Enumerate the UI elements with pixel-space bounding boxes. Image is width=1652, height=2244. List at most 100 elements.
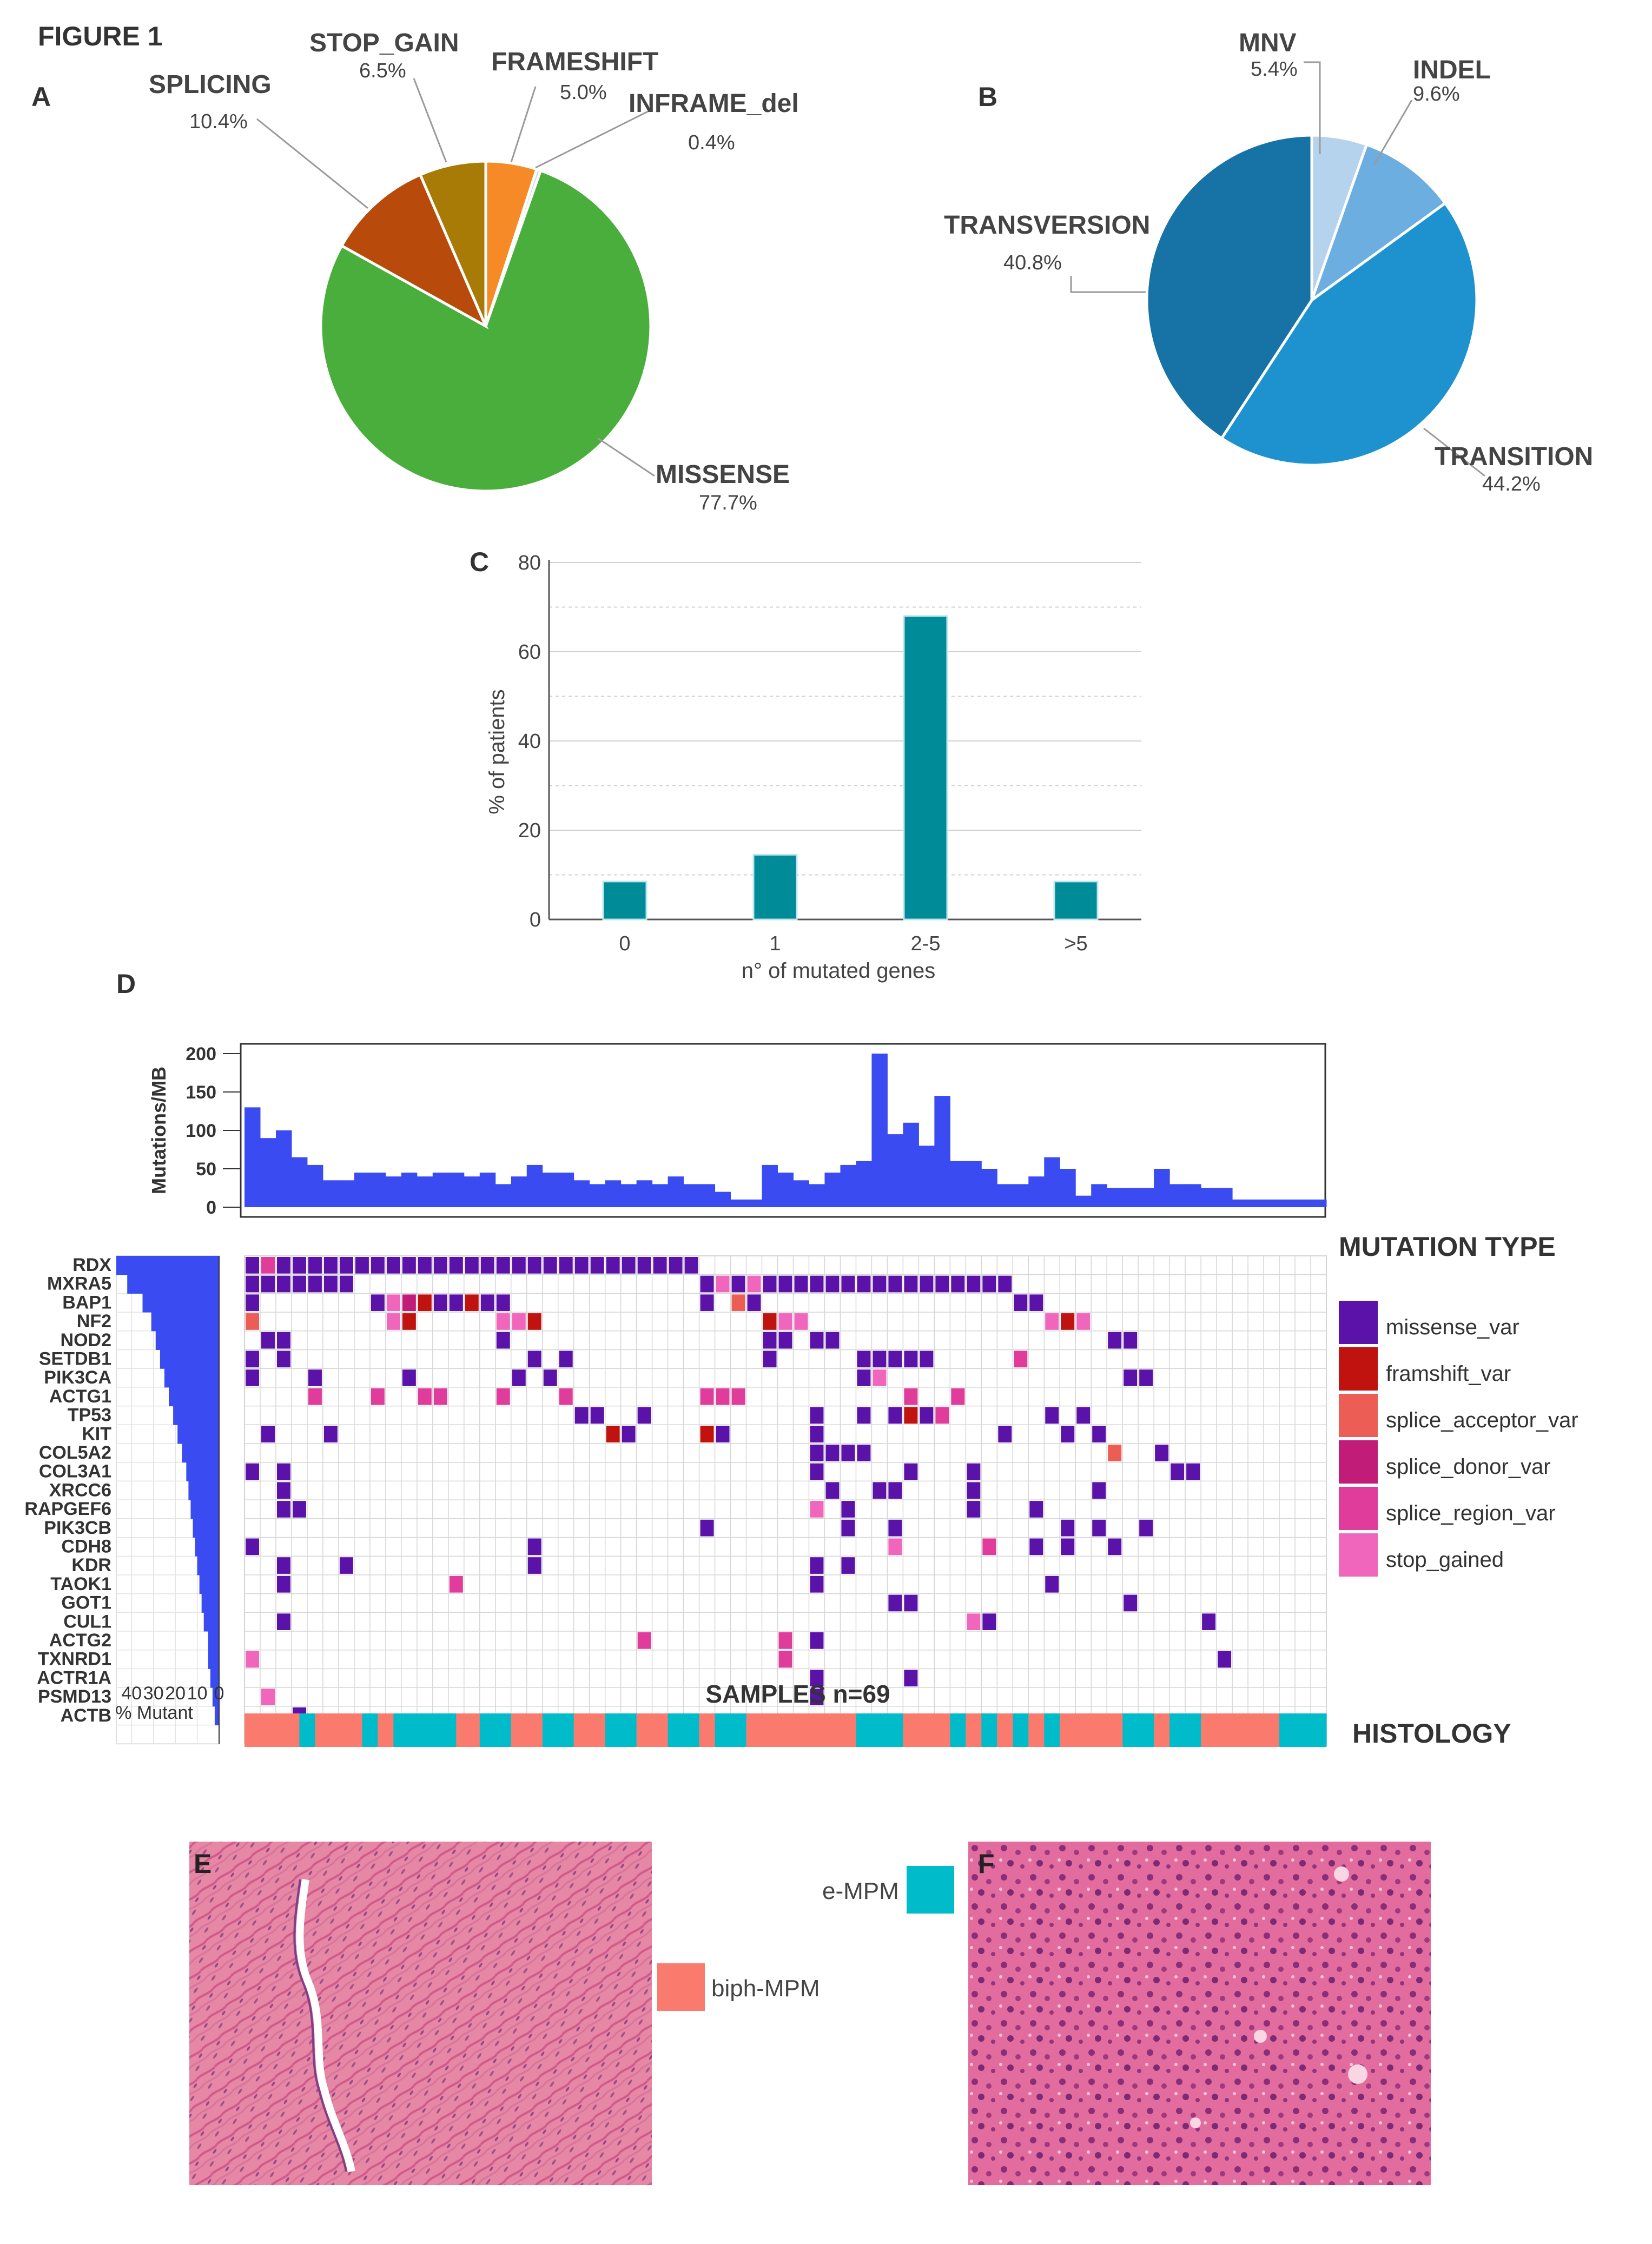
percent-bar bbox=[177, 1425, 219, 1444]
oncoprint-cell bbox=[873, 1482, 887, 1499]
oncoprint-cell bbox=[308, 1388, 322, 1405]
percent-bar bbox=[151, 1312, 219, 1332]
mutation-bar bbox=[558, 1173, 574, 1207]
oncoprint-cell bbox=[308, 1275, 322, 1293]
mutation-bar bbox=[1264, 1199, 1280, 1207]
mutation-bar bbox=[354, 1173, 371, 1207]
label-splicing: SPLICING bbox=[149, 70, 272, 99]
oncoprint-cell bbox=[1124, 1369, 1138, 1386]
oncoprint-cell bbox=[888, 1594, 902, 1612]
oncoprint-cell bbox=[1092, 1426, 1106, 1442]
mutation-bar bbox=[1217, 1188, 1233, 1207]
label-inframe: INFRAME_del bbox=[629, 89, 799, 118]
tissue-image-f: F bbox=[968, 1842, 1431, 2185]
oncoprint-cell bbox=[982, 1275, 996, 1293]
legend-label: splice_donor_var bbox=[1386, 1455, 1551, 1479]
oncoprint-cell bbox=[1045, 1407, 1059, 1424]
leader-inframe bbox=[535, 110, 650, 169]
mutation-bar bbox=[777, 1173, 794, 1207]
mutation-bar bbox=[1279, 1199, 1296, 1207]
oncoprint-cell bbox=[574, 1257, 589, 1274]
oncoprint-cell bbox=[527, 1313, 541, 1330]
oncoprint-cell bbox=[1029, 1501, 1043, 1518]
bar-1 bbox=[752, 853, 798, 921]
x-tick-label: 2-5 bbox=[911, 932, 941, 955]
oncoprint-cell bbox=[763, 1275, 777, 1293]
mutation-bar bbox=[809, 1184, 825, 1207]
oncoprint-cell bbox=[904, 1463, 918, 1480]
mutation-bar bbox=[934, 1096, 950, 1207]
oncoprint-cell bbox=[1061, 1426, 1075, 1442]
oncoprint-cell bbox=[841, 1501, 855, 1518]
percent-tick-label: 40 bbox=[121, 1683, 142, 1704]
oncoprint-cell bbox=[622, 1426, 636, 1442]
panel-letter-e: E bbox=[194, 1849, 212, 1879]
leader-transition bbox=[1423, 427, 1485, 477]
gene-label: NF2 bbox=[77, 1311, 111, 1332]
histology-segment-bio bbox=[315, 1713, 362, 1747]
mutation-bar bbox=[307, 1164, 323, 1207]
oncoprint-cell bbox=[778, 1651, 792, 1668]
mutations-y-ticks: 0 50 100 150 200 bbox=[186, 1044, 241, 1218]
leader-indel bbox=[1373, 100, 1413, 166]
oncoprint-cell bbox=[904, 1594, 918, 1612]
mutation-bar bbox=[903, 1122, 919, 1207]
percent-ticks: 40 30 20 10 0 bbox=[121, 1683, 224, 1704]
pie-slice-stop-gain bbox=[418, 160, 487, 327]
gene-label: PIK3CA bbox=[44, 1367, 111, 1388]
oncoprint-cell bbox=[920, 1407, 934, 1424]
oncoprint-cell bbox=[1045, 1576, 1059, 1593]
pie-chart-a: SPLICING 10.4% STOP_GAIN 6.5% FRAMESHIFT… bbox=[149, 29, 799, 514]
oncoprint-cell bbox=[778, 1275, 792, 1293]
histology-bio-swatch bbox=[657, 1963, 705, 2011]
oncoprint-cell bbox=[496, 1294, 510, 1312]
mutation-bar bbox=[652, 1184, 669, 1207]
oncoprint-cell bbox=[276, 1501, 290, 1518]
oncoprint-cell bbox=[261, 1689, 275, 1705]
gene-label: TAOK1 bbox=[50, 1574, 111, 1594]
oncoprint-cell bbox=[810, 1670, 824, 1687]
mutation-bar bbox=[1154, 1169, 1170, 1207]
histology-segment-bio bbox=[456, 1713, 480, 1747]
percent-bar bbox=[116, 1256, 219, 1275]
oncoprint-cell bbox=[825, 1482, 840, 1499]
mutation-bar bbox=[511, 1176, 527, 1207]
percent-bar bbox=[201, 1593, 219, 1613]
mutation-bar bbox=[1075, 1195, 1092, 1207]
mutation-bar bbox=[464, 1176, 480, 1207]
oncoprint-cell bbox=[449, 1257, 463, 1274]
histology-bio-label: biph-MPM bbox=[711, 1975, 820, 2002]
oncoprint-cell bbox=[810, 1445, 824, 1461]
histology-segment-epi bbox=[981, 1713, 997, 1747]
oncoprint-cell bbox=[810, 1407, 824, 1424]
oncoprint-cell bbox=[371, 1294, 385, 1312]
mutation-bar bbox=[260, 1138, 276, 1207]
oncoprint-cell bbox=[967, 1501, 981, 1518]
oncoprint-cell bbox=[684, 1257, 698, 1274]
mutation-bar bbox=[495, 1184, 512, 1207]
mutation-bar bbox=[385, 1176, 402, 1207]
gene-label: ACTG1 bbox=[49, 1386, 111, 1407]
mutation-bar bbox=[1201, 1188, 1217, 1207]
label-mnv: MNV bbox=[1239, 29, 1297, 57]
oncoprint-cell bbox=[1092, 1482, 1106, 1499]
histology-segment-bio bbox=[245, 1713, 300, 1747]
oncoprint-cell bbox=[292, 1257, 306, 1274]
oncoprint-cell bbox=[1139, 1519, 1153, 1537]
oncoprint-cell bbox=[480, 1257, 494, 1274]
legend-swatch bbox=[1339, 1301, 1378, 1344]
pct-inframe: 0.4% bbox=[688, 131, 735, 154]
oncoprint-cell bbox=[967, 1275, 981, 1293]
mutation-bar bbox=[401, 1173, 418, 1207]
oncoprint-cell bbox=[574, 1407, 589, 1424]
histology-segment-bio bbox=[699, 1713, 716, 1747]
gene-label: RAPGEF6 bbox=[24, 1499, 111, 1519]
oncoprint-cell bbox=[527, 1538, 541, 1555]
oncoprint-cell bbox=[339, 1557, 353, 1574]
oncoprint-cell bbox=[246, 1294, 259, 1312]
histology-segment-epi bbox=[1013, 1713, 1029, 1747]
oncoprint-cell bbox=[496, 1388, 510, 1405]
oncoprint-cell bbox=[669, 1257, 683, 1274]
oncoprint-cell bbox=[731, 1294, 745, 1312]
